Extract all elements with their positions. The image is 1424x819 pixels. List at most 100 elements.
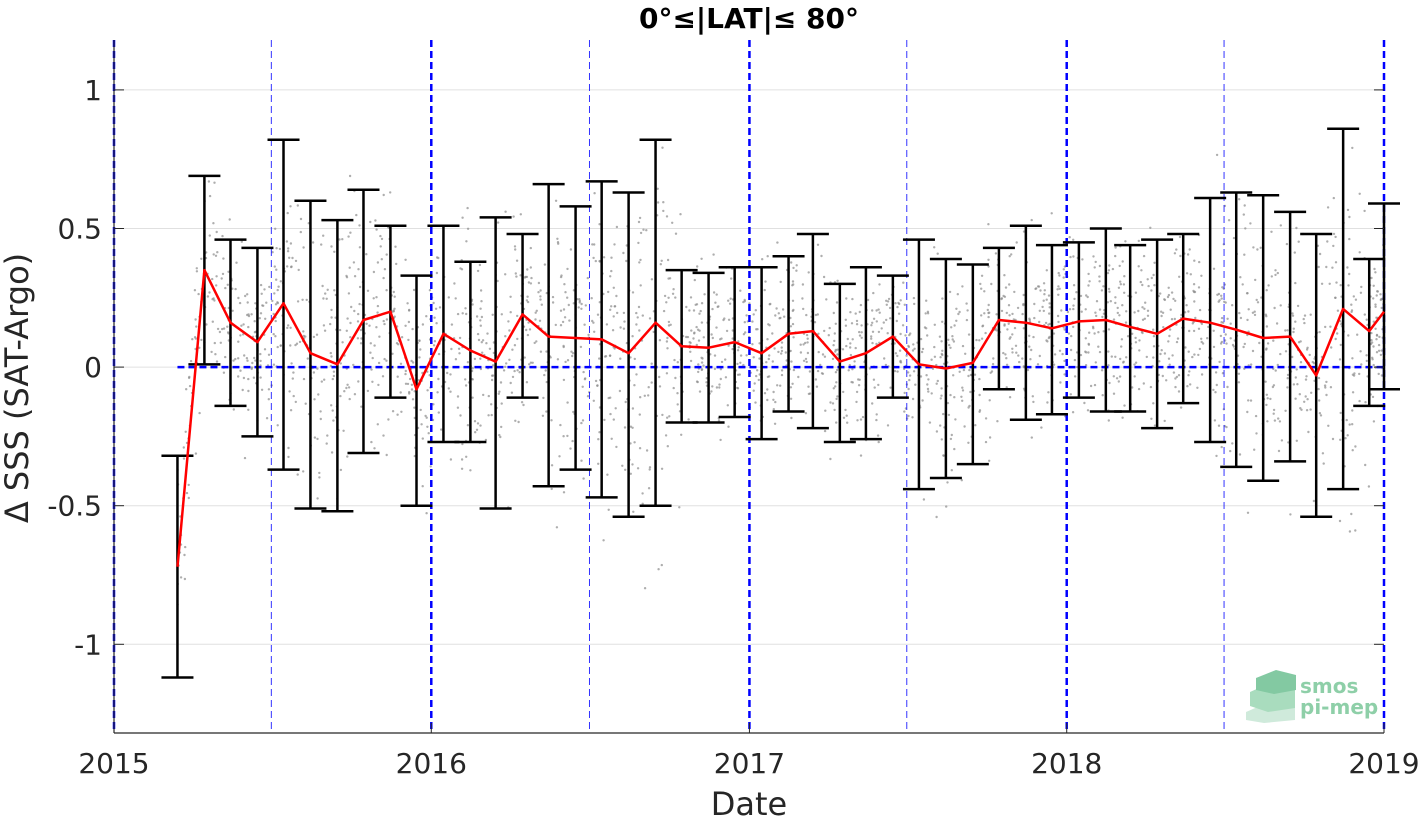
scatter-point <box>563 316 567 319</box>
scatter-point <box>411 361 415 364</box>
scatter-point <box>712 253 715 256</box>
scatter-point <box>207 180 211 183</box>
scatter-point <box>287 247 290 250</box>
scatter-point <box>272 312 275 316</box>
scatter-point <box>611 329 615 332</box>
scatter-point <box>215 284 218 287</box>
scatter-point <box>1167 293 1171 297</box>
scatter-point <box>1110 355 1114 358</box>
scatter-point <box>1011 333 1014 336</box>
scatter-point <box>829 401 832 404</box>
scatter-point <box>908 378 911 382</box>
scatter-point <box>1034 287 1037 291</box>
scatter-point <box>524 275 527 279</box>
scatter-point <box>1125 356 1128 359</box>
scatter-point <box>1141 306 1144 309</box>
scatter-point <box>1273 306 1276 310</box>
scatter-point <box>688 341 691 344</box>
scatter-point <box>631 291 635 294</box>
scatter-point <box>776 241 779 244</box>
scatter-point <box>514 272 517 275</box>
scatter-point <box>348 397 351 401</box>
scatter-point <box>791 382 794 385</box>
scatter-point <box>289 205 292 208</box>
scatter-point <box>1296 304 1300 308</box>
scatter-point <box>302 470 305 473</box>
scatter-point <box>1107 419 1111 422</box>
scatter-point <box>745 354 748 357</box>
scatter-point <box>1332 244 1335 248</box>
scatter-point <box>987 258 990 261</box>
scatter-point <box>404 372 407 376</box>
scatter-point <box>1295 226 1298 230</box>
scatter-point <box>967 441 970 444</box>
scatter-point <box>274 335 277 338</box>
scatter-point <box>1265 348 1268 351</box>
scatter-point <box>710 333 713 336</box>
scatter-point <box>408 308 411 312</box>
scatter-point <box>791 309 794 313</box>
scatter-point <box>1116 306 1119 310</box>
scatter-point <box>1137 387 1141 391</box>
scatter-point <box>516 337 519 341</box>
scatter-point <box>836 279 839 282</box>
scatter-point <box>1375 351 1379 354</box>
scatter-point <box>752 389 755 392</box>
scatter-point <box>215 230 218 234</box>
scatter-point <box>408 390 411 394</box>
scatter-point <box>321 284 324 288</box>
scatter-point <box>330 355 333 358</box>
scatter-point <box>498 390 501 393</box>
scatter-point <box>1229 337 1232 340</box>
scatter-point <box>345 386 348 390</box>
scatter-point <box>814 313 818 317</box>
scatter-point <box>490 374 494 377</box>
scatter-point <box>404 382 408 385</box>
scatter-point <box>1372 420 1376 423</box>
scatter-point <box>1163 352 1167 355</box>
scatter-point <box>872 378 876 381</box>
scatter-point <box>950 469 953 472</box>
scatter-point <box>855 319 859 323</box>
scatter-point <box>1062 276 1065 279</box>
scatter-point <box>410 383 414 386</box>
scatter-point <box>519 274 522 277</box>
scatter-point <box>1351 423 1354 426</box>
scatter-point <box>791 322 795 326</box>
scatter-point <box>491 313 494 316</box>
scatter-point <box>751 320 754 323</box>
scatter-point <box>427 432 430 435</box>
scatter-point <box>1318 412 1322 415</box>
scatter-point <box>1149 385 1153 389</box>
scatter-point <box>413 406 416 409</box>
scatter-point <box>1346 208 1350 212</box>
scatter-point <box>717 305 720 308</box>
scatter-point <box>479 357 482 360</box>
scatter-point <box>1057 293 1060 296</box>
scatter-point <box>834 371 838 374</box>
scatter-point <box>1107 328 1111 331</box>
scatter-point <box>1058 274 1061 277</box>
scatter-point <box>1108 290 1111 293</box>
scatter-point <box>978 339 981 342</box>
scatter-point <box>517 420 520 424</box>
scatter-point <box>1358 251 1361 254</box>
scatter-point <box>875 418 878 422</box>
scatter-point <box>713 367 717 371</box>
scatter-point <box>391 352 394 355</box>
scatter-point <box>1169 308 1172 311</box>
scatter-point <box>311 241 315 244</box>
scatter-point <box>772 390 775 394</box>
scatter-point <box>831 357 835 361</box>
scatter-point <box>857 384 861 387</box>
scatter-point <box>515 275 518 278</box>
scatter-point <box>1047 323 1050 326</box>
scatter-point <box>1061 352 1064 356</box>
scatter-point <box>1229 449 1232 453</box>
scatter-point <box>208 291 211 294</box>
scatter-point <box>1276 363 1280 367</box>
scatter-point <box>724 376 728 379</box>
scatter-point <box>727 425 730 428</box>
scatter-point <box>1370 331 1373 335</box>
scatter-point <box>1294 281 1297 285</box>
